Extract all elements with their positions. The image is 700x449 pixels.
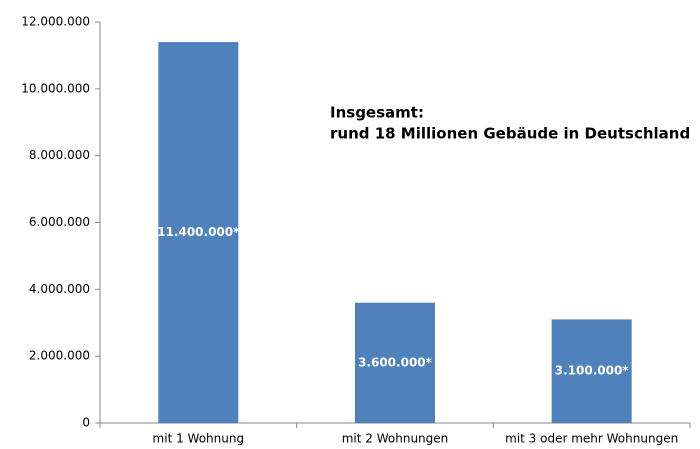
y-tick-label: 6.000.000 xyxy=(29,215,90,229)
value-label: 11.400.000* xyxy=(157,225,240,239)
x-tick-label: mit 3 oder mehr Wohnungen xyxy=(505,432,678,446)
y-tick-label: 2.000.000 xyxy=(29,349,90,363)
y-tick-label: 0 xyxy=(82,416,90,430)
y-tick-label: 12.000.000 xyxy=(21,15,90,29)
x-tick-label: mit 1 Wohnung xyxy=(153,432,245,446)
value-label: 3.600.000* xyxy=(358,355,433,369)
annotation: Insgesamt: xyxy=(330,104,424,122)
x-tick-label: mit 2 Wohnungen xyxy=(342,432,449,446)
value-label: 3.100.000* xyxy=(555,364,630,378)
y-tick-label: 10.000.000 xyxy=(21,81,90,95)
bar xyxy=(158,42,239,424)
y-tick-label: 8.000.000 xyxy=(29,148,90,162)
bar xyxy=(551,319,632,423)
bar xyxy=(355,302,435,423)
y-tick-label: 4.000.000 xyxy=(29,282,90,296)
annotation: rund 18 Millionen Gebäude in Deutschland xyxy=(330,125,690,143)
